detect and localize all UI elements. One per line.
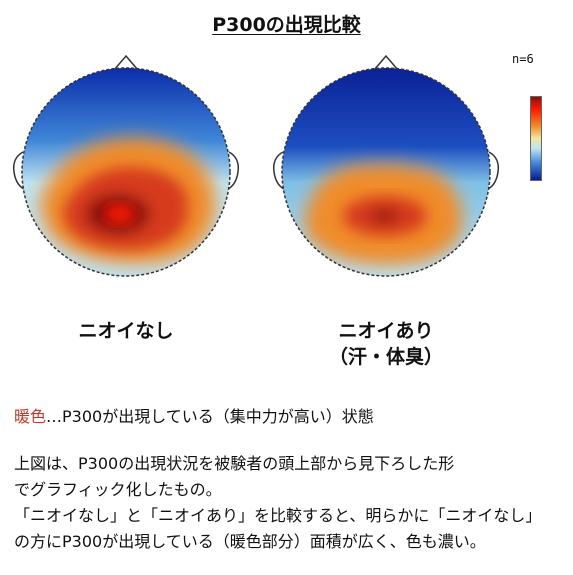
label-with-odor-text: ニオイあり <box>338 320 434 342</box>
sample-size-label: n=6 <box>512 52 534 66</box>
warm-color-description: …P300が出現している（集中力が高い）状態 <box>46 407 374 426</box>
description-line: 「ニオイなし」と「ニオイあり」を比較すると、明らかに「ニオイなし」 <box>14 506 542 525</box>
description-line: 上図は、P300の出現状況を被験者の頭上部から見下ろした形 <box>14 454 455 473</box>
description-line: の方にP300が出現している（暖色部分）面積が広く、色も濃い。 <box>14 532 486 551</box>
description-line: でグラフィック化したもの。 <box>14 480 222 499</box>
color-scale-bar <box>530 96 542 181</box>
label-no-odor-text: ニオイなし <box>78 320 174 342</box>
head-map-no-odor <box>12 54 240 277</box>
page-title: P300の出現比較 <box>212 14 361 36</box>
description-paragraph: 上図は、P300の出現状況を被験者の頭上部から見下ろした形 でグラフィック化した… <box>14 451 566 555</box>
label-with-odor-subtext: （汗・体臭） <box>328 346 443 368</box>
legend-note: 暖色…P300が出現している（集中力が高い）状態 <box>14 403 374 427</box>
warm-color-term: 暖色 <box>14 407 47 426</box>
topographic-maps <box>12 54 500 277</box>
head-map-with-odor <box>272 54 500 277</box>
label-with-odor: ニオイあり （汗・体臭） <box>296 318 476 370</box>
label-no-odor: ニオイなし <box>36 318 216 344</box>
